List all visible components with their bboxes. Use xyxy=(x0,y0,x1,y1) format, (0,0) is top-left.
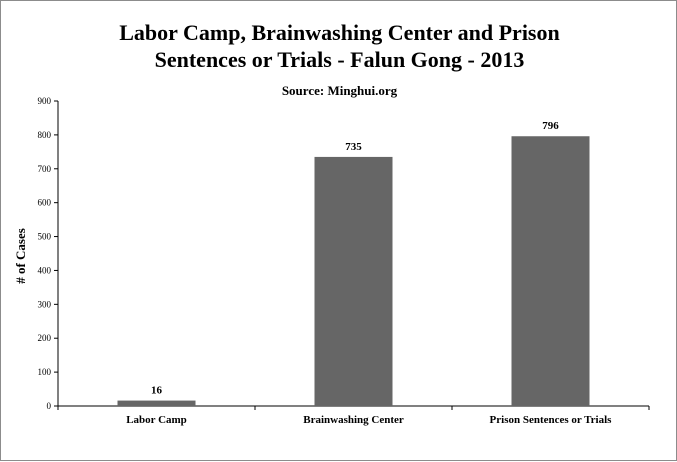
category-label-2: Prison Sentences or Trials xyxy=(490,414,613,426)
y-axis-label: # of Cases xyxy=(13,228,28,284)
data-label-0: 16 xyxy=(151,385,163,397)
chart-title-line-2: Sentences or Trials - Falun Gong - 2013 xyxy=(154,47,525,72)
y-tick-label-6: 600 xyxy=(38,198,52,208)
y-tick-label-9: 900 xyxy=(38,96,52,106)
category-label-0: Labor Camp xyxy=(126,414,187,426)
y-tick-label-7: 700 xyxy=(38,164,52,174)
y-tick-label-4: 400 xyxy=(38,265,52,275)
y-tick-label-0: 0 xyxy=(47,401,52,411)
data-label-2: 796 xyxy=(542,120,559,132)
y-tick-label-5: 500 xyxy=(38,232,52,242)
y-tick-label-3: 300 xyxy=(38,299,52,309)
y-tick-label-2: 200 xyxy=(38,333,52,343)
chart-title-line-1: Labor Camp, Brainwashing Center and Pris… xyxy=(119,20,560,45)
category-label-1: Brainwashing Center xyxy=(303,414,404,426)
bar-1 xyxy=(314,156,393,406)
y-tick-label-8: 800 xyxy=(38,130,52,140)
chart-title: Labor Camp, Brainwashing Center and Pris… xyxy=(1,19,677,73)
chart-subtitle: Source: Minghui.org xyxy=(281,83,398,98)
bar-0 xyxy=(117,400,196,406)
data-label-1: 735 xyxy=(345,141,362,153)
bar-2 xyxy=(511,136,590,406)
y-tick-label-1: 100 xyxy=(38,367,52,377)
